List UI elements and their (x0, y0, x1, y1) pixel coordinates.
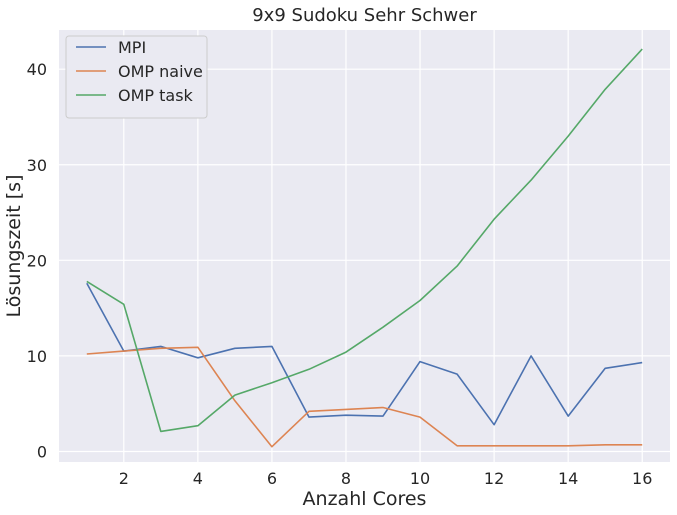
y-axis-title: Lösungszeit [s] (3, 175, 25, 318)
y-axis-ticks: 0 10 20 30 40 (27, 60, 47, 461)
grid (59, 30, 670, 462)
y-tick-label: 30 (27, 156, 47, 175)
chart-title: 9x9 Sudoku Sehr Schwer (252, 5, 477, 26)
x-tick-label: 14 (558, 469, 578, 488)
legend: MPI OMP naive OMP task (65, 35, 208, 119)
series-line-omp-naive (86, 346, 643, 448)
x-axis-title: Anzahl Cores (303, 488, 427, 510)
x-tick-label: 16 (632, 469, 652, 488)
y-tick-label: 20 (27, 251, 47, 270)
x-tick-label: 6 (267, 469, 277, 488)
legend-label: OMP naive (118, 62, 203, 81)
y-tick-label: 10 (27, 347, 47, 366)
series-line-mpi (86, 282, 643, 426)
series-line-omp-task (86, 48, 643, 433)
x-tick-label: 4 (193, 469, 203, 488)
series-lines (86, 48, 643, 448)
x-tick-label: 2 (119, 469, 129, 488)
y-tick-label: 40 (27, 60, 47, 79)
x-tick-label: 12 (484, 469, 504, 488)
legend-label: MPI (118, 38, 146, 57)
x-tick-label: 10 (410, 469, 430, 488)
x-axis-ticks: 2 4 6 8 10 12 14 16 (119, 469, 653, 488)
x-tick-label: 8 (341, 469, 351, 488)
y-tick-label: 0 (37, 442, 47, 461)
legend-label: OMP task (118, 86, 194, 105)
legend-box (65, 35, 208, 119)
